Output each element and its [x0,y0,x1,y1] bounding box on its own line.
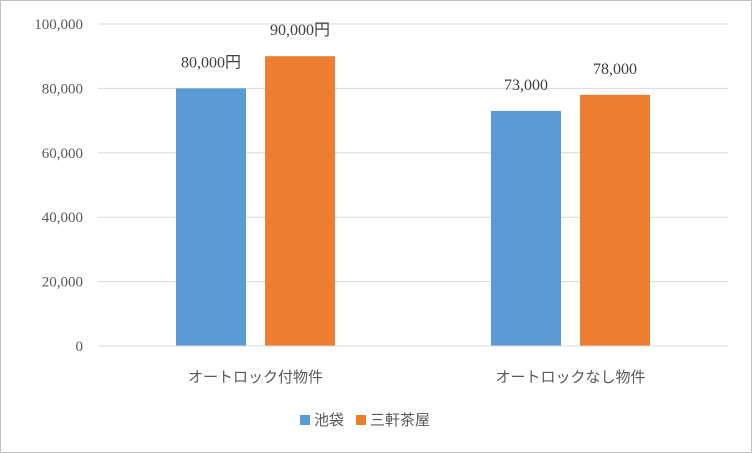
y-axis-tick-labels: 0 20,000 40,000 60,000 80,000 100,000 [34,17,83,355]
legend-label: 池袋 [314,411,344,429]
data-label: 80,000円 [181,54,241,71]
legend-swatch [300,415,310,425]
data-label: 73,000 [504,77,548,94]
y-tick-label: 20,000 [42,275,83,291]
y-tick-label: 100,000 [34,17,83,33]
bar-series2 [265,56,335,346]
legend: 池袋 三軒茶屋 [300,411,430,429]
legend-label: 三軒茶屋 [370,411,430,429]
category-label: オートロック付物件 [188,368,323,386]
category-label: オートロックなし物件 [495,368,645,386]
y-tick-label: 0 [76,339,84,355]
bar-series1 [176,88,246,347]
data-labels: 80,000円 90,000円 73,000 78,000 [181,22,637,94]
data-label: 90,000円 [270,22,330,39]
data-label: 78,000 [593,61,637,78]
y-tick-label: 40,000 [42,210,83,226]
y-tick-label: 80,000 [42,81,83,97]
legend-swatch [356,415,366,425]
bars [176,56,650,347]
bar-series2 [580,94,650,346]
category-labels: オートロック付物件 オートロックなし物件 [188,368,646,386]
y-tick-label: 60,000 [42,146,83,162]
bar-series1 [491,110,561,346]
